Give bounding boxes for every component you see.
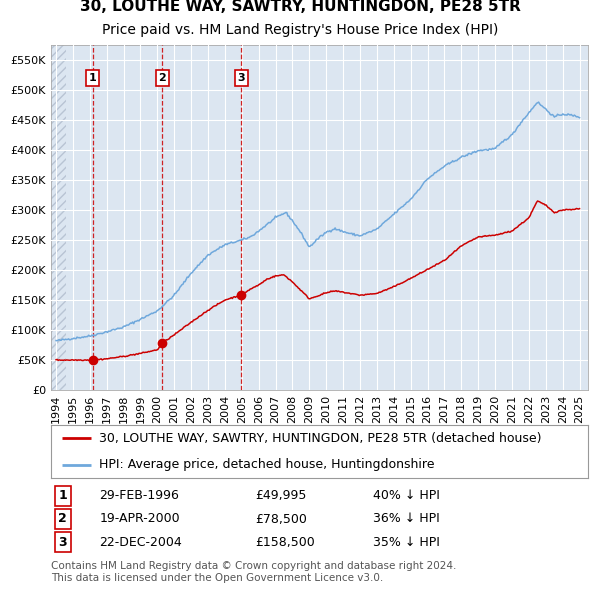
Text: £158,500: £158,500	[255, 536, 315, 549]
Bar	[51, 45, 66, 390]
Text: 2: 2	[158, 73, 166, 83]
Text: 1: 1	[89, 73, 97, 83]
Text: HPI: Average price, detached house, Huntingdonshire: HPI: Average price, detached house, Hunt…	[100, 458, 435, 471]
Text: 30, LOUTHE WAY, SAWTRY, HUNTINGDON, PE28 5TR (detached house): 30, LOUTHE WAY, SAWTRY, HUNTINGDON, PE28…	[100, 432, 542, 445]
Text: 35% ↓ HPI: 35% ↓ HPI	[373, 536, 440, 549]
Text: 22-DEC-2004: 22-DEC-2004	[100, 536, 182, 549]
Text: 3: 3	[238, 73, 245, 83]
Text: 36% ↓ HPI: 36% ↓ HPI	[373, 513, 440, 526]
Text: 19-APR-2000: 19-APR-2000	[100, 513, 180, 526]
Bar	[51, 45, 66, 390]
Text: 2: 2	[58, 513, 67, 526]
Text: 1: 1	[58, 490, 67, 503]
Text: Contains HM Land Registry data © Crown copyright and database right 2024.
This d: Contains HM Land Registry data © Crown c…	[51, 561, 457, 582]
Text: 40% ↓ HPI: 40% ↓ HPI	[373, 490, 440, 503]
Text: 30, LOUTHE WAY, SAWTRY, HUNTINGDON, PE28 5TR: 30, LOUTHE WAY, SAWTRY, HUNTINGDON, PE28…	[80, 0, 520, 14]
Text: £78,500: £78,500	[255, 513, 307, 526]
Text: 3: 3	[59, 536, 67, 549]
Text: Price paid vs. HM Land Registry's House Price Index (HPI): Price paid vs. HM Land Registry's House …	[102, 24, 498, 37]
Text: £49,995: £49,995	[255, 490, 307, 503]
Text: 29-FEB-1996: 29-FEB-1996	[100, 490, 179, 503]
